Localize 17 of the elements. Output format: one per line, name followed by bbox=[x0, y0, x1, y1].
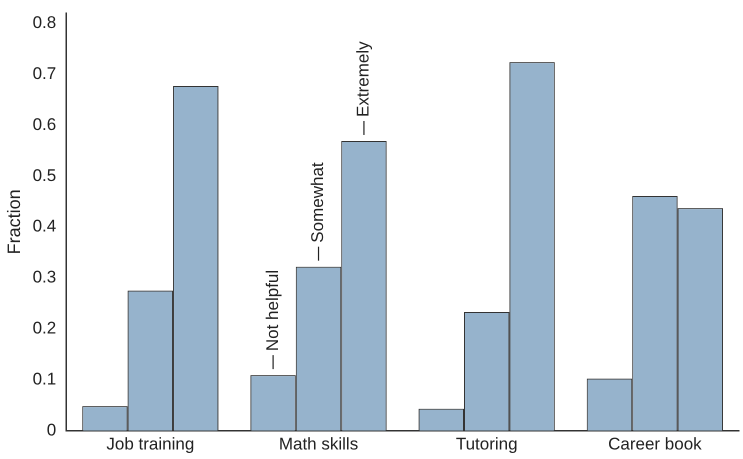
text: Somewhat bbox=[308, 162, 328, 243]
x-tick-label: Career book bbox=[608, 434, 702, 454]
x-tick-label: Math skills bbox=[278, 434, 358, 454]
y-tick-label: 0.3 bbox=[32, 268, 56, 287]
y-tick-label: 0.7 bbox=[32, 64, 56, 83]
y-tick-label: 0.1 bbox=[32, 369, 56, 388]
y-axis-title: Fraction bbox=[4, 189, 24, 254]
text: Not helpful bbox=[262, 270, 282, 352]
y-tick-label: 0.5 bbox=[32, 166, 56, 185]
x-tick-label: Tutoring bbox=[456, 434, 518, 454]
y-tick-label: 0.4 bbox=[32, 216, 56, 236]
y-tick-label: 0.8 bbox=[32, 13, 56, 32]
x-tick-label: Job training bbox=[106, 434, 194, 454]
y-tick-label: 0 bbox=[46, 420, 56, 440]
text: Extremely bbox=[354, 40, 373, 117]
y-tick-label: 0.6 bbox=[32, 114, 56, 134]
y-tick-label: 0.2 bbox=[32, 318, 56, 338]
